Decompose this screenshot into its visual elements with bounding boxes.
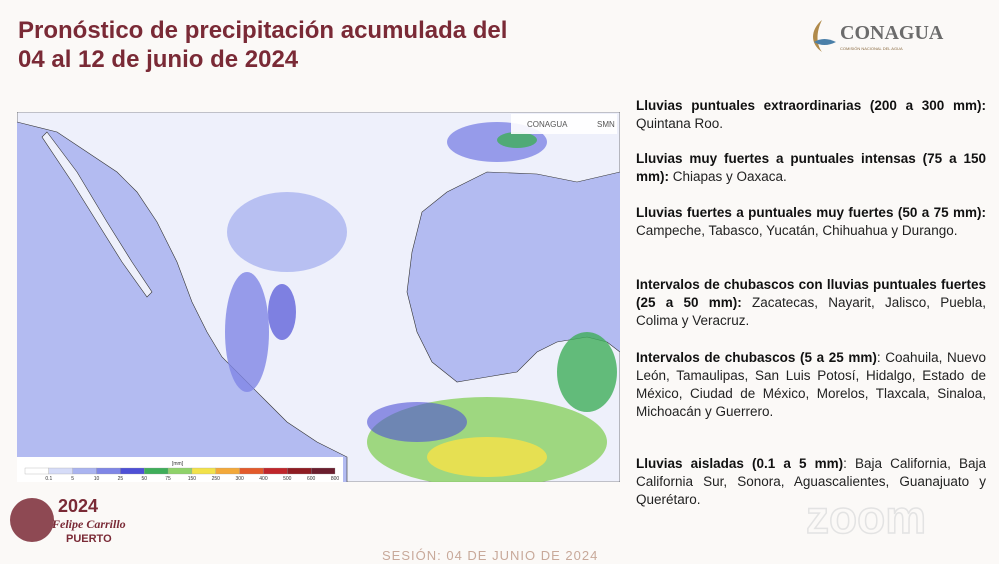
category: Intervalos de chubascos con lluvias punt… [636, 277, 986, 310]
title-line: Pronóstico de precipitación acumulada de… [18, 17, 508, 44]
forecast-item: Lluvias puntuales extraordinarias (200 a… [636, 97, 986, 133]
legend-label: 10 [94, 476, 100, 482]
footer-emblem: 2024 Felipe Carrillo PUERTO [10, 496, 126, 545]
zoom-watermark: zoom [805, 490, 927, 544]
logo-text: CONAGUA [840, 22, 944, 44]
legend-label: 500 [283, 476, 292, 482]
legend-swatch [72, 467, 97, 475]
legend-swatch [239, 467, 264, 475]
legend-swatch [96, 467, 121, 475]
legend-swatch [167, 467, 193, 475]
legend-label: 5 [71, 476, 74, 482]
forecast-item: Lluvias aisladas (0.1 a 5 mm): Baja Cali… [636, 455, 986, 509]
legend-label: 400 [259, 476, 268, 482]
conagua-logo: CONAGUA COMISIÓN NACIONAL DEL AGUA [806, 18, 943, 59]
states: : Coahuila, Nuevo León, Tamaulipas, San … [636, 350, 986, 419]
legend-label: 800 [331, 476, 340, 482]
legend-label: 300 [235, 476, 244, 482]
legend-swatch [263, 467, 288, 475]
title-line: 04 al 12 de junio de 2024 [18, 46, 299, 73]
map-logo: SMN [597, 120, 615, 129]
year: 2024 [58, 496, 98, 516]
forecast-item: Intervalos de chubascos con lluvias punt… [636, 276, 986, 330]
legend-label: 150 [188, 476, 197, 482]
category: Lluvias fuertes a puntuales muy fuertes … [636, 205, 986, 220]
category: Lluvias puntuales extraordinarias (200 a… [636, 98, 986, 113]
legend-swatch [48, 467, 73, 475]
forecast-item: Lluvias muy fuertes a puntuales intensas… [636, 150, 986, 186]
name: Felipe Carrillo [51, 517, 126, 531]
legend-label: 75 [165, 476, 171, 482]
legend-swatch [24, 467, 49, 475]
title: Pronóstico de precipitación acumulada de… [18, 16, 507, 74]
legend-label: 250 [212, 476, 221, 482]
legend-swatch [287, 467, 312, 475]
states: Zacatecas, Nayarit, Jalisco, Puebla, Col… [636, 295, 986, 328]
legend-swatch [144, 467, 169, 475]
map-logo: CONAGUA [527, 120, 568, 129]
logo-icon [813, 20, 836, 52]
place: PUERTO [66, 533, 112, 545]
category: Lluvias muy fuertes a puntuales intensas… [636, 151, 986, 184]
forecast-item: Lluvias fuertes a puntuales muy fuertes … [636, 204, 986, 240]
session: SESIÓN: 04 DE JUNIO DE 2024 [382, 548, 599, 563]
states: Campeche, Tabasco, Yucatán, Chihuahua y … [636, 223, 958, 238]
legend-label: 0.1 [45, 476, 52, 482]
category: Intervalos de chubascos (5 a 25 mm) [636, 350, 877, 365]
legend-label: 25 [118, 476, 124, 482]
legend-unit: [mm] [172, 461, 184, 467]
legend-swatch [311, 467, 336, 475]
category: Lluvias aisladas (0.1 a 5 mm) [636, 456, 844, 471]
logo-subtitle: COMISIÓN NACIONAL DEL AGUA [840, 46, 903, 51]
precipitation-map: CONAGUA SMN [mm] 0.1 5 10 25 50 75 150 250 300 40… [17, 112, 620, 482]
forecast-item: Intervalos de chubascos (5 a 25 mm): Coa… [636, 349, 986, 421]
legend-swatch [120, 467, 145, 475]
states: Chiapas y Oaxaca. [669, 169, 787, 184]
legend: 0.1 5 10 25 50 75 150 250 300 400 500 600 800 [24, 467, 340, 482]
legend-label: 50 [141, 476, 147, 482]
states: Quintana Roo. [636, 116, 724, 131]
legend-swatch [215, 467, 240, 475]
footer-logo: 2024 Felipe Carrillo PUERTO [0, 490, 130, 559]
legend-swatch [191, 467, 216, 475]
legend-label: 600 [307, 476, 316, 482]
states: : Baja California, Baja California Sur, … [636, 456, 986, 507]
